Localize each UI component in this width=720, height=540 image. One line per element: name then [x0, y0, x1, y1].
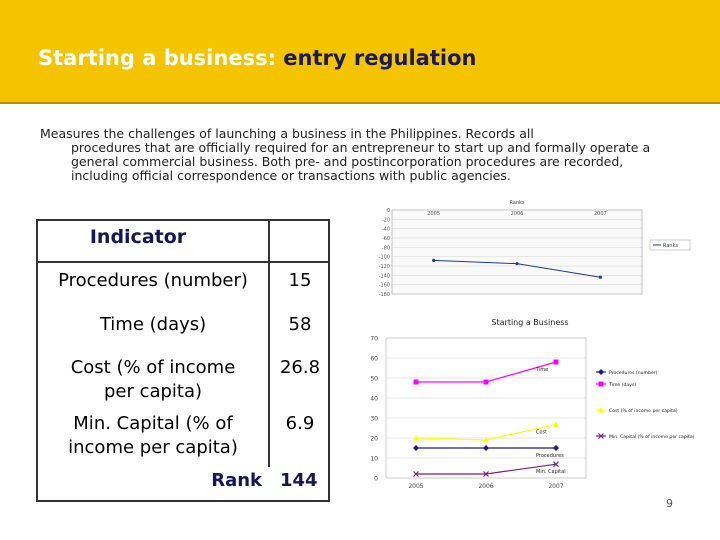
- x-tick-label: 2005: [408, 483, 423, 490]
- data-point-triangle: [483, 437, 489, 443]
- plot-area: [385, 337, 587, 479]
- y-tick-label: 0: [374, 476, 378, 483]
- data-point-diamond: [553, 445, 559, 451]
- data-point-diamond: [598, 369, 604, 375]
- starting-business-chart: Starting a Business 0 10 20 30 40 50 60 70 2005 20…: [370, 318, 695, 490]
- x-tick-label: 2007: [548, 483, 563, 490]
- plot-area: [391, 209, 643, 295]
- y-tick-label: 40: [370, 396, 378, 403]
- y-tick-label: 70: [370, 336, 378, 343]
- data-point-ranks: [432, 258, 436, 262]
- table-divider-vertical: [268, 221, 270, 467]
- data-point-square: [553, 359, 559, 365]
- description-first-line: Measures the challenges of launching a b…: [40, 126, 534, 141]
- y-tick-label: 0: [387, 208, 390, 214]
- chart-title: Starting a Business: [491, 318, 568, 327]
- table-header-indicator: Indicator: [89, 226, 187, 248]
- row-value-cost: 26.8: [279, 357, 321, 378]
- y-tick-label: 30: [370, 416, 378, 423]
- x-tick-label: 2006: [511, 211, 524, 217]
- y-tick-label: 60: [370, 356, 378, 363]
- series-end-label: Cost: [536, 429, 547, 435]
- y-tick-label: -160: [379, 283, 390, 289]
- legend-label: Time (days): [608, 382, 636, 388]
- data-point-x: [483, 471, 489, 477]
- indicator-table: Indicator Procedures (number) 15 Time (d…: [36, 219, 330, 502]
- data-point-square: [598, 381, 604, 387]
- y-tick-label: -40: [382, 227, 390, 233]
- legend-box: [649, 239, 691, 251]
- description-rest: procedures that are officially required …: [71, 140, 651, 183]
- data-point-triangle: [413, 435, 419, 441]
- data-point-ranks: [598, 275, 602, 279]
- y-tick-label: -60: [382, 236, 390, 242]
- legend-label: Cost (% of income per capita): [609, 408, 678, 414]
- series-end-label: Procedures: [536, 453, 564, 459]
- rank-value: 144: [280, 470, 318, 491]
- row-value-min-capital: 6.9: [285, 413, 315, 434]
- row-value-time: 58: [288, 314, 312, 335]
- x-tick-label: 2006: [478, 483, 493, 490]
- y-tick-label: -120: [379, 264, 390, 270]
- y-tick-label: -80: [382, 245, 390, 251]
- row-label-min-capital: Min. Capital (% of income per capita): [68, 413, 238, 458]
- y-tick-label: -100: [379, 255, 390, 261]
- title-prefix: Starting a business:: [38, 46, 276, 70]
- row-value-procedures: 15: [288, 270, 312, 291]
- description-text: Measures the challenges of launching a b…: [40, 127, 680, 183]
- y-tick-label: -20: [382, 217, 390, 223]
- data-point-triangle: [598, 407, 604, 413]
- row-label-procedures: Procedures (number): [58, 270, 248, 291]
- legend-label: Min. Capital (% of income per capita): [609, 434, 695, 440]
- data-point-diamond: [413, 445, 419, 451]
- data-point-diamond: [483, 445, 489, 451]
- table-divider-header: [38, 261, 328, 263]
- x-tick-label: 2005: [427, 211, 440, 217]
- data-point-x: [553, 461, 559, 468]
- legend-label: Procedures (number): [609, 370, 658, 376]
- series-end-label: Time: [535, 367, 548, 373]
- data-point-x: [598, 433, 604, 439]
- x-tick-label: 2007: [594, 211, 607, 217]
- data-point-x: [413, 471, 419, 477]
- header-band: [0, 0, 720, 104]
- ranks-chart: Ranks 0 -20 -40 -60 -80 -100 -120 -140 -160 -180 20…: [379, 200, 691, 296]
- page-number: 9: [666, 497, 673, 510]
- legend-label: Ranks: [663, 243, 678, 249]
- data-point-square: [483, 379, 489, 385]
- y-tick-label: 50: [370, 376, 378, 383]
- rank-label: Rank: [211, 470, 262, 491]
- y-tick-label: 20: [370, 436, 378, 443]
- y-tick-label: 10: [370, 456, 378, 463]
- row-label-cost: Cost (% of income per capita): [70, 357, 236, 402]
- chart-title: Ranks: [509, 200, 524, 206]
- title-suffix: entry regulation: [275, 46, 477, 70]
- y-tick-label: -180: [379, 292, 390, 296]
- data-point-ranks: [515, 262, 519, 266]
- y-tick-label: -140: [379, 273, 390, 279]
- row-label-time: Time (days): [99, 314, 207, 335]
- series-end-label: Min. Capital: [536, 469, 566, 475]
- data-point-square: [413, 379, 419, 385]
- page-title: Starting a business: entry regulation: [38, 46, 476, 70]
- data-point-triangle: [553, 421, 559, 427]
